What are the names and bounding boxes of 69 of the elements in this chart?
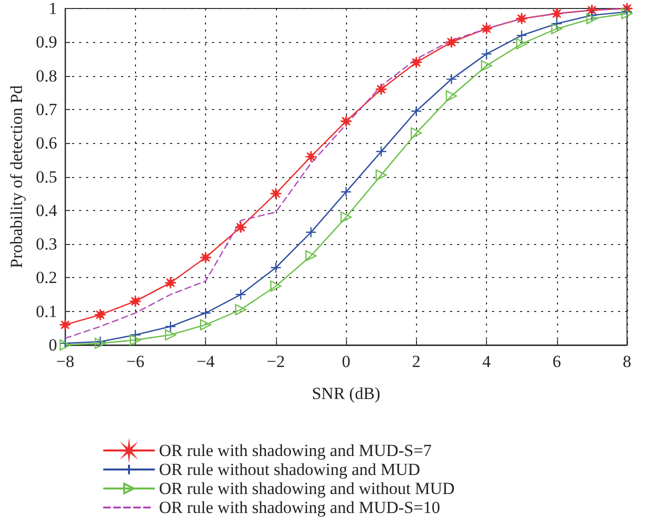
x-tick-label: 4	[482, 352, 492, 371]
y-tick-label: 0.9	[36, 32, 58, 52]
point	[200, 319, 212, 330]
y-tick-label: 0.3	[36, 234, 58, 254]
point	[130, 334, 141, 346]
point	[234, 221, 247, 234]
point	[480, 60, 492, 72]
point	[305, 250, 317, 262]
x-tick-label: −2	[266, 352, 285, 371]
y-tick-label: 0	[48, 336, 58, 354]
point	[551, 23, 562, 34]
legend-label: OR rule with shadowing and without MUD	[159, 479, 455, 498]
point	[445, 36, 458, 48]
point	[235, 288, 246, 300]
point	[59, 318, 72, 331]
x-tick-label: 0	[342, 352, 350, 371]
x-tick-label: 2	[412, 352, 421, 371]
x-tick-label: 8	[622, 352, 632, 371]
y-tick-label: 0.2	[36, 268, 58, 288]
point	[235, 304, 246, 316]
point	[270, 262, 282, 274]
point	[586, 10, 598, 21]
y-tick-label: 0.1	[36, 302, 58, 321]
point	[340, 212, 352, 223]
point	[376, 169, 387, 181]
point	[340, 115, 352, 128]
point	[480, 48, 492, 60]
x-tick-label: 6	[552, 352, 562, 371]
y-tick-label: 1	[48, 0, 58, 18]
point	[270, 187, 282, 200]
point	[410, 127, 422, 139]
y-tick-label: 0.5	[36, 167, 58, 186]
x-tick-label: −8	[56, 352, 74, 371]
point	[586, 12, 598, 24]
y-tick-label: 0.7	[36, 100, 58, 119]
point	[376, 146, 387, 158]
point	[550, 7, 563, 20]
point	[164, 276, 177, 289]
point	[516, 30, 528, 42]
point	[446, 74, 458, 85]
point	[516, 12, 528, 25]
x-tick-label: −6	[126, 352, 144, 371]
point	[164, 320, 176, 332]
y-tick-label: 0.4	[36, 200, 58, 220]
x-tick-label: −4	[196, 352, 216, 371]
point	[305, 226, 317, 238]
point	[130, 329, 141, 341]
legend-label: OR rule with shadowing and MUD-S=10	[159, 498, 440, 517]
y-tick-label: 0.8	[36, 66, 58, 86]
x-axis-title: SNR (dB)	[312, 384, 380, 403]
point	[340, 186, 352, 198]
y-axis-title: Probability of detection Pd	[7, 84, 26, 268]
y-tick-label: 0.6	[36, 134, 58, 153]
point	[551, 18, 562, 30]
point	[375, 83, 388, 96]
point	[410, 106, 422, 117]
legend-label: OR rule without shadowing and MUD	[159, 460, 420, 479]
point	[410, 56, 422, 68]
point	[200, 251, 212, 264]
legend-label: OR rule with shadowing and MUD-S=7	[159, 441, 432, 460]
point	[129, 295, 142, 308]
point	[270, 280, 282, 292]
point	[304, 150, 318, 163]
point	[516, 38, 528, 50]
point	[164, 329, 176, 341]
point	[446, 90, 458, 102]
point	[200, 307, 212, 319]
point	[480, 22, 493, 35]
point	[94, 308, 106, 321]
